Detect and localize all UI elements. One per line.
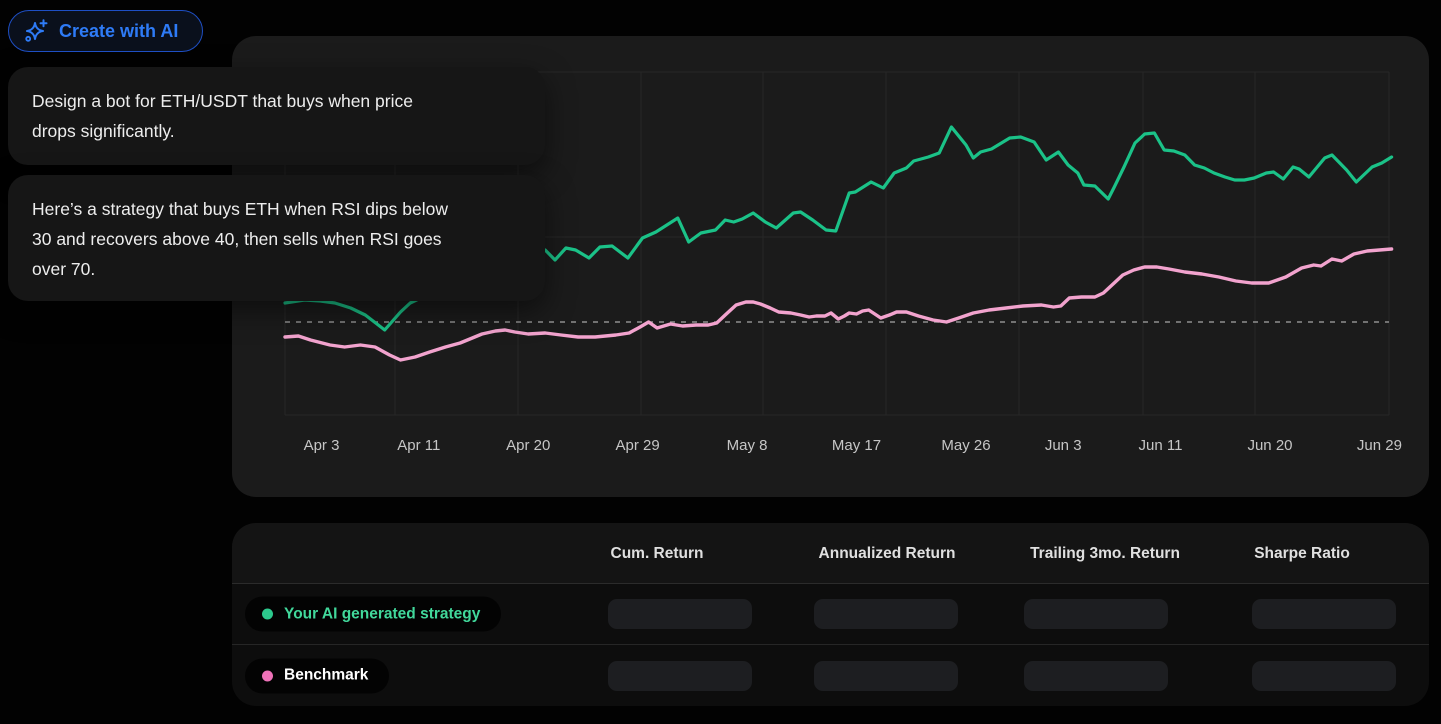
chat-message-assistant: Here’s a strategy that buys ETH when RSI…	[8, 175, 545, 301]
svg-text:Jun 20: Jun 20	[1247, 437, 1292, 454]
skeleton-value-pill	[1252, 599, 1396, 629]
chat-message-user: Design a bot for ETH/USDT that buys when…	[8, 67, 545, 165]
stats-table-panel: Cum. Return Annualized Return Trailing 3…	[232, 523, 1429, 706]
strategy-legend-dot-icon	[262, 608, 273, 620]
benchmark-legend-chip: Benchmark	[245, 658, 390, 693]
stats-table-header-row: Cum. Return Annualized Return Trailing 3…	[232, 523, 1429, 584]
svg-text:Apr 20: Apr 20	[506, 437, 550, 454]
svg-text:Jun 3: Jun 3	[1045, 437, 1082, 454]
skeleton-value-pill	[1024, 599, 1168, 629]
column-header-sharpe-ratio: Sharpe Ratio	[1254, 544, 1350, 562]
skeleton-value-pill	[1252, 660, 1396, 691]
column-header-trailing-3mo-return: Trailing 3mo. Return	[1030, 544, 1180, 562]
table-row-benchmark: Benchmark	[232, 645, 1429, 706]
skeleton-value-pill	[608, 660, 752, 691]
svg-text:Jun 11: Jun 11	[1139, 437, 1183, 454]
skeleton-value-pill	[608, 599, 752, 629]
skeleton-value-pill	[1024, 660, 1168, 691]
svg-text:Apr 11: Apr 11	[397, 437, 440, 454]
row-label-strategy: Your AI generated strategy	[284, 605, 481, 622]
create-with-ai-label: Create with AI	[59, 20, 179, 41]
ai-sparkle-icon	[22, 18, 49, 45]
row-label-benchmark: Benchmark	[284, 666, 369, 684]
svg-text:Apr 29: Apr 29	[615, 437, 659, 454]
table-row-strategy: Your AI generated strategy	[232, 584, 1429, 645]
svg-text:May 8: May 8	[727, 437, 768, 454]
column-header-cum-return: Cum. Return	[610, 544, 704, 562]
benchmark-legend-dot-icon	[262, 670, 273, 681]
create-with-ai-button[interactable]: Create with AI	[8, 10, 204, 52]
column-header-annualized-return: Annualized Return	[818, 544, 956, 562]
skeleton-value-pill	[814, 599, 958, 629]
strategy-legend-chip: Your AI generated strategy	[245, 596, 502, 632]
svg-text:Apr 3: Apr 3	[304, 437, 340, 454]
svg-text:May 26: May 26	[941, 437, 990, 454]
svg-text:Jun 29: Jun 29	[1357, 437, 1402, 454]
skeleton-value-pill	[814, 660, 958, 691]
svg-text:May 17: May 17	[832, 437, 881, 454]
